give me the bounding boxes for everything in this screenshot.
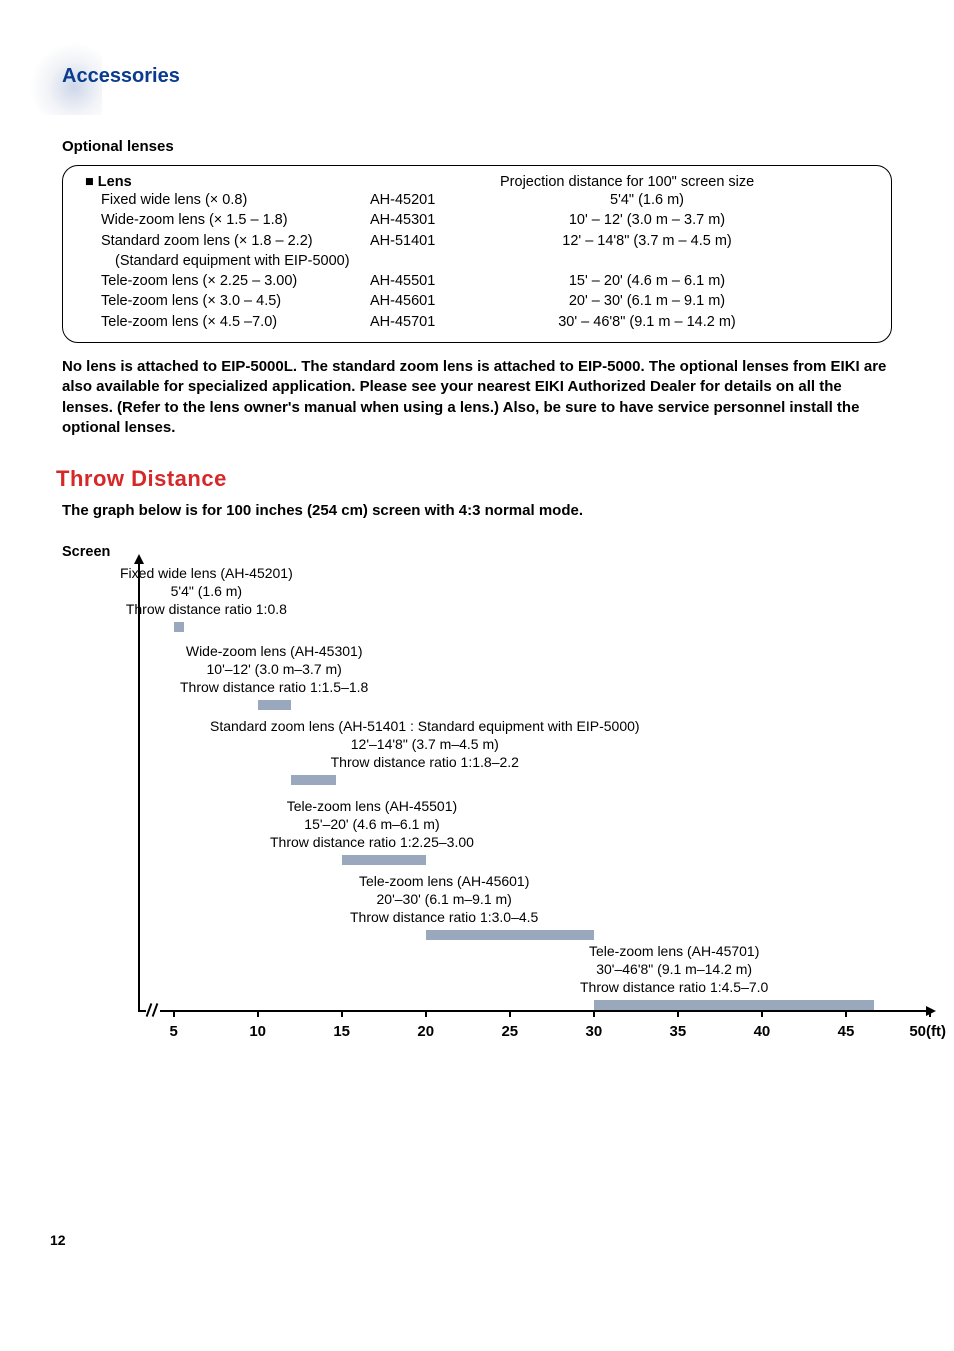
lens-chart-label: Fixed wide lens (AH-45201)5'4" (1.6 m)Th… [120, 564, 293, 619]
x-tick-label: 30 [585, 1023, 602, 1040]
x-tick [761, 1010, 763, 1017]
lens-model: AH-45701 [370, 312, 465, 332]
lens-bar [594, 1000, 874, 1010]
lens-model [370, 251, 465, 271]
lens-chart-line3: Throw distance ratio 1:3.0–4.5 [350, 908, 538, 926]
x-tick [425, 1010, 427, 1017]
screen-label: Screen [62, 544, 904, 560]
lens-chart-line1: Tele-zoom lens (AH-45501) [270, 797, 474, 815]
lens-model: AH-45501 [370, 271, 465, 291]
throw-subtitle: The graph below is for 100 inches (254 c… [62, 502, 904, 519]
throw-chart: Fixed wide lens (AH-45201)5'4" (1.6 m)Th… [88, 562, 904, 1012]
lens-chart-label: Tele-zoom lens (AH-45601)20'–30' (6.1 m–… [350, 872, 538, 927]
lens-chart-line1: Standard zoom lens (AH-51401 : Standard … [210, 717, 640, 735]
x-tick [929, 1010, 931, 1017]
lens-name: Fixed wide lens (× 0.8) [85, 190, 370, 210]
note-block: No lens is attached to EIP-5000L. The st… [62, 357, 892, 438]
lens-chart-label: Wide-zoom lens (AH-45301)10'–12' (3.0 m–… [180, 642, 368, 697]
lens-row: Fixed wide lens (× 0.8)AH-452015'4" (1.6… [85, 190, 869, 210]
x-tick [845, 1010, 847, 1017]
lens-chart-line1: Wide-zoom lens (AH-45301) [180, 642, 368, 660]
lens-bar [342, 855, 426, 865]
x-tick [593, 1010, 595, 1017]
x-tick [677, 1010, 679, 1017]
lens-header-row: ■ Lens Projection distance for 100" scre… [85, 174, 869, 190]
lens-row: Tele-zoom lens (× 3.0 – 4.5)AH-4560120' … [85, 291, 869, 311]
lens-chart-line2: 12'–14'8" (3.7 m–4.5 m) [210, 735, 640, 753]
lens-chart-line3: Throw distance ratio 1:1.8–2.2 [210, 753, 640, 771]
lens-chart-line1: Tele-zoom lens (AH-45601) [350, 872, 538, 890]
lens-chart-line3: Throw distance ratio 1:1.5–1.8 [180, 678, 368, 696]
lens-name: Tele-zoom lens (× 2.25 – 3.00) [85, 271, 370, 291]
lens-bar [291, 775, 336, 785]
x-tick-label: 15 [333, 1023, 350, 1040]
lens-chart-line2: 10'–12' (3.0 m–3.7 m) [180, 660, 368, 678]
lens-name: (Standard equipment with EIP-5000) [85, 251, 370, 271]
lens-row: (Standard equipment with EIP-5000) [85, 251, 869, 271]
page-title: Accessories [50, 40, 904, 88]
lens-chart-line2: 5'4" (1.6 m) [120, 582, 293, 600]
x-tick-label: 10 [249, 1023, 266, 1040]
lens-header-right: Projection distance for 100" screen size [500, 174, 754, 190]
x-unit-label: 50(ft) [909, 1023, 946, 1040]
lens-name: Tele-zoom lens (× 3.0 – 4.5) [85, 291, 370, 311]
lens-distance: 20' – 30' (6.1 m – 9.1 m) [465, 291, 869, 311]
square-marker: ■ [85, 174, 94, 190]
lens-chart-label: Tele-zoom lens (AH-45501)15'–20' (4.6 m–… [270, 797, 474, 852]
x-tick-label: 25 [501, 1023, 518, 1040]
lens-distance: 10' – 12' (3.0 m – 3.7 m) [465, 210, 869, 230]
lens-bar [174, 622, 184, 632]
lens-chart-line1: Fixed wide lens (AH-45201) [120, 564, 293, 582]
lens-header-left: ■ Lens [85, 174, 465, 190]
lens-chart-label: Tele-zoom lens (AH-45701)30'–46'8" (9.1 … [580, 942, 768, 997]
x-tick-label: 45 [838, 1023, 855, 1040]
lens-name: Tele-zoom lens (× 4.5 –7.0) [85, 312, 370, 332]
lens-row: Wide-zoom lens (× 1.5 – 1.8)AH-4530110' … [85, 210, 869, 230]
lens-row: Tele-zoom lens (× 4.5 –7.0)AH-4570130' –… [85, 312, 869, 332]
lens-model: AH-45301 [370, 210, 465, 230]
x-tick-label: 5 [169, 1023, 177, 1040]
lens-chart-line2: 30'–46'8" (9.1 m–14.2 m) [580, 960, 768, 978]
x-tick [509, 1010, 511, 1017]
x-tick [341, 1010, 343, 1017]
lens-distance: 5'4" (1.6 m) [465, 190, 869, 210]
lens-row: Standard zoom lens (× 1.8 – 2.2)AH-51401… [85, 231, 869, 251]
x-tick-label: 20 [417, 1023, 434, 1040]
lens-name: Wide-zoom lens (× 1.5 – 1.8) [85, 210, 370, 230]
lens-chart-line3: Throw distance ratio 1:4.5–7.0 [580, 978, 768, 996]
throw-title: Throw Distance [56, 466, 904, 492]
lens-chart-line3: Throw distance ratio 1:0.8 [120, 600, 293, 618]
x-axis-arrow [926, 1006, 936, 1016]
lens-chart-line1: Tele-zoom lens (AH-45701) [580, 942, 768, 960]
lens-distance: 15' – 20' (4.6 m – 6.1 m) [465, 271, 869, 291]
lens-distance: 12' – 14'8" (3.7 m – 4.5 m) [465, 231, 869, 251]
lens-model: AH-45601 [370, 291, 465, 311]
x-tick-label: 35 [670, 1023, 687, 1040]
section-title: Optional lenses [62, 138, 904, 155]
lens-bar [426, 930, 594, 940]
chart-area: Fixed wide lens (AH-45201)5'4" (1.6 m)Th… [138, 562, 928, 1012]
lens-model: AH-45201 [370, 190, 465, 210]
x-tick [257, 1010, 259, 1017]
lens-bar [258, 700, 292, 710]
lens-distance [465, 251, 869, 271]
page-header: Accessories [50, 40, 904, 88]
lens-chart-label: Standard zoom lens (AH-51401 : Standard … [210, 717, 640, 772]
page-number: 12 [50, 1232, 904, 1248]
lens-chart-line2: 15'–20' (4.6 m–6.1 m) [270, 815, 474, 833]
x-tick [173, 1010, 175, 1017]
lens-distance: 30' – 46'8" (9.1 m – 14.2 m) [465, 312, 869, 332]
lens-label: Lens [98, 174, 132, 190]
x-tick-label: 40 [754, 1023, 771, 1040]
lens-chart-line3: Throw distance ratio 1:2.25–3.00 [270, 833, 474, 851]
lens-row: Tele-zoom lens (× 2.25 – 3.00)AH-4550115… [85, 271, 869, 291]
lens-name: Standard zoom lens (× 1.8 – 2.2) [85, 231, 370, 251]
lens-table: ■ Lens Projection distance for 100" scre… [62, 165, 892, 343]
lens-chart-line2: 20'–30' (6.1 m–9.1 m) [350, 890, 538, 908]
axis-break [146, 1004, 160, 1016]
lens-model: AH-51401 [370, 231, 465, 251]
y-axis-arrow [134, 554, 144, 564]
